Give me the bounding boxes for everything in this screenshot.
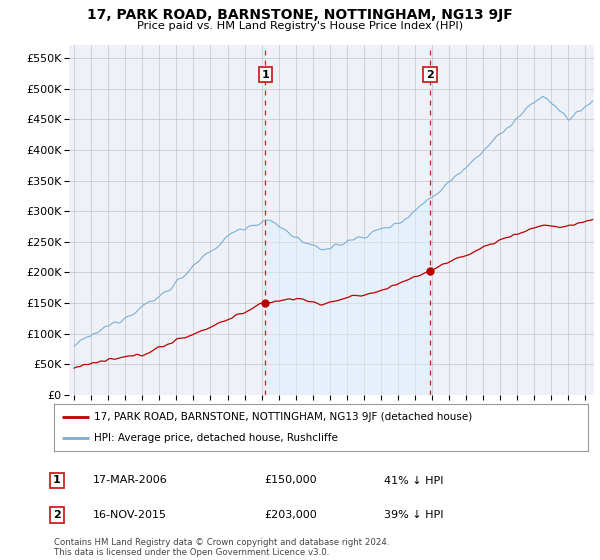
Text: Price paid vs. HM Land Registry's House Price Index (HPI): Price paid vs. HM Land Registry's House … bbox=[137, 21, 463, 31]
Text: 17, PARK ROAD, BARNSTONE, NOTTINGHAM, NG13 9JF: 17, PARK ROAD, BARNSTONE, NOTTINGHAM, NG… bbox=[87, 8, 513, 22]
Text: 16-NOV-2015: 16-NOV-2015 bbox=[93, 510, 167, 520]
Text: £203,000: £203,000 bbox=[264, 510, 317, 520]
Text: 17, PARK ROAD, BARNSTONE, NOTTINGHAM, NG13 9JF (detached house): 17, PARK ROAD, BARNSTONE, NOTTINGHAM, NG… bbox=[94, 412, 472, 422]
Text: 17-MAR-2006: 17-MAR-2006 bbox=[93, 475, 168, 486]
Text: Contains HM Land Registry data © Crown copyright and database right 2024.
This d: Contains HM Land Registry data © Crown c… bbox=[54, 538, 389, 557]
Text: £150,000: £150,000 bbox=[264, 475, 317, 486]
Text: 41% ↓ HPI: 41% ↓ HPI bbox=[384, 475, 443, 486]
Text: HPI: Average price, detached house, Rushcliffe: HPI: Average price, detached house, Rush… bbox=[94, 433, 338, 444]
Text: 1: 1 bbox=[53, 475, 61, 486]
Text: 2: 2 bbox=[426, 69, 434, 80]
Text: 1: 1 bbox=[262, 69, 269, 80]
Text: 2: 2 bbox=[53, 510, 61, 520]
Text: 39% ↓ HPI: 39% ↓ HPI bbox=[384, 510, 443, 520]
